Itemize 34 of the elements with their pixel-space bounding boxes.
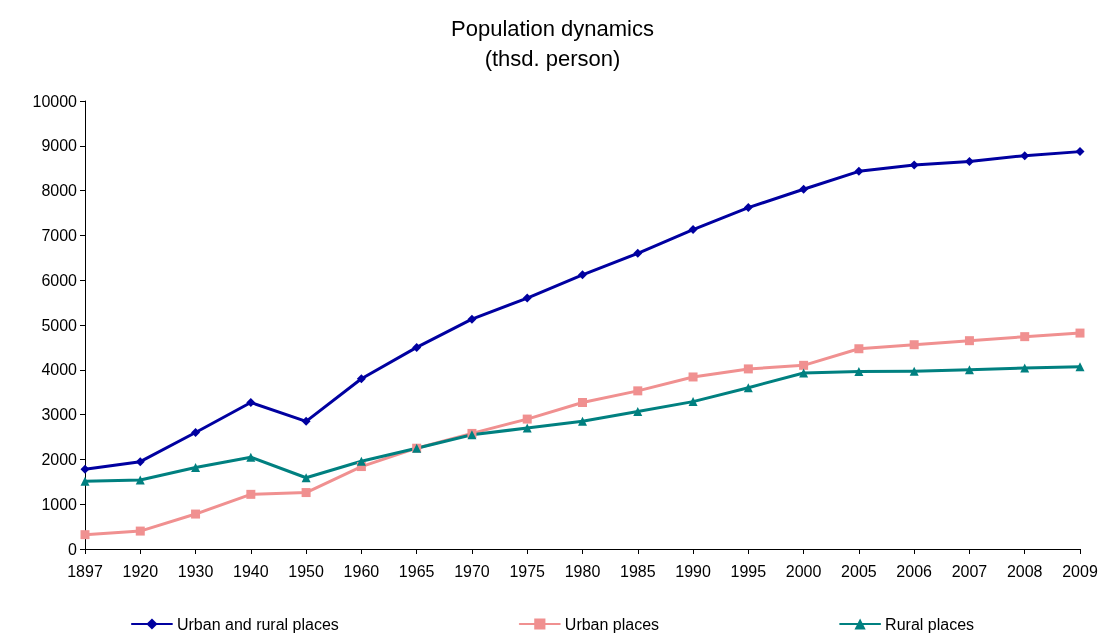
y-tick-label: 8000	[41, 182, 78, 200]
x-tick-label: 2000	[785, 562, 822, 580]
x-tick-label: 2005	[841, 562, 877, 580]
x-tick-label: 1985	[619, 562, 656, 580]
y-tick-label: 6000	[41, 271, 78, 289]
x-tick-label: 1980	[564, 562, 601, 580]
x-tick-label: 1960	[343, 562, 380, 580]
y-tick-label: 2000	[41, 450, 78, 468]
y-tick-label: 0	[68, 540, 78, 558]
legend-label: Rural places	[885, 615, 975, 633]
x-tick-label: 1975	[509, 562, 546, 580]
y-tick-label: 10000	[32, 92, 78, 110]
x-tick-label: 1930	[177, 562, 214, 580]
x-tick-label: 1920	[122, 562, 159, 580]
x-tick-label: 1897	[67, 562, 103, 580]
x-tick-label: 2006	[896, 562, 933, 580]
x-tick-label: 1940	[233, 562, 269, 580]
x-tick-label: 1950	[288, 562, 325, 580]
legend-label: Urban and rural places	[176, 615, 339, 633]
y-tick-label: 9000	[41, 137, 78, 155]
x-tick-label: 1965	[398, 562, 435, 580]
y-tick-label: 5000	[41, 316, 78, 334]
chart-title: Population dynamics (thsd. person)	[450, 15, 655, 71]
legend-label: Urban places	[564, 615, 660, 633]
y-tick-label: 4000	[41, 361, 78, 379]
x-tick-label: 1990	[675, 562, 711, 580]
y-tick-label: 1000	[41, 495, 78, 513]
y-tick-label: 7000	[41, 226, 78, 244]
y-tick-label: 3000	[41, 406, 78, 424]
x-tick-label: 2008	[1006, 562, 1043, 580]
x-tick-label: 1995	[730, 562, 767, 580]
x-tick-label: 1970	[454, 562, 490, 580]
x-tick-label: 2007	[951, 562, 988, 580]
x-tick-label: 2009	[1062, 562, 1098, 580]
